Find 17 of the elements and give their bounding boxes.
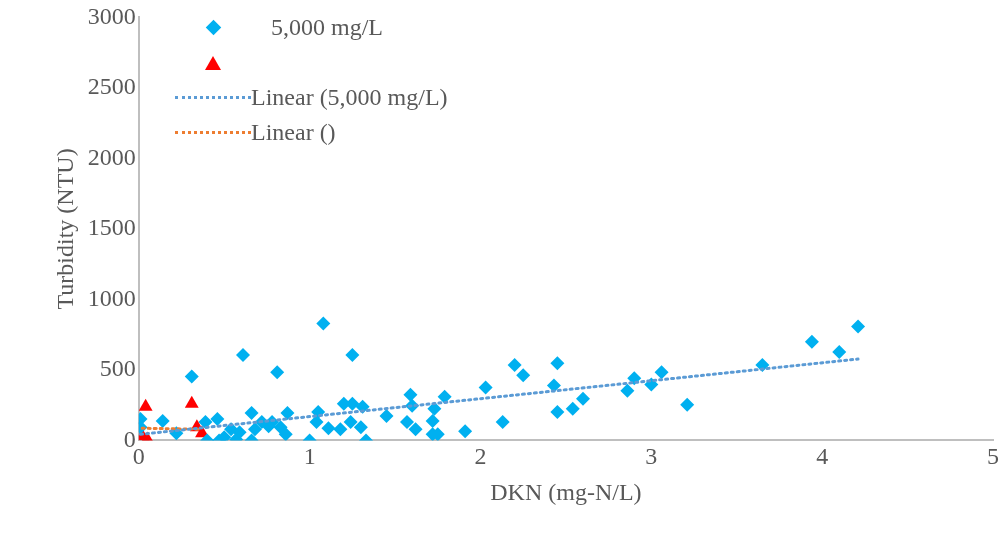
y-tick-label: 1500: [87, 214, 136, 241]
y-tick-label: 2500: [87, 73, 136, 100]
y-axis-title: Turbidity (NTU): [51, 148, 78, 310]
legend-label: Linear (5,000 mg/L): [251, 84, 448, 111]
y-tick-label: 3000: [87, 2, 136, 29]
legend-label: Linear (): [251, 119, 336, 146]
x-tick-label: 2: [474, 443, 487, 470]
x-tick-label: 4: [816, 443, 829, 470]
legend-label: 5,000 mg/L: [271, 14, 383, 41]
y-tick-label: 0: [123, 425, 136, 452]
x-tick-label: 5: [987, 443, 999, 470]
y-tick-label: 500: [99, 355, 136, 382]
x-tick-label: 1: [303, 443, 316, 470]
x-tick-label: 3: [645, 443, 658, 470]
y-tick-label: 1000: [87, 284, 136, 311]
y-tick-label: 2000: [87, 143, 136, 170]
x-axis-title: DKN (mg-N/L): [490, 478, 642, 505]
